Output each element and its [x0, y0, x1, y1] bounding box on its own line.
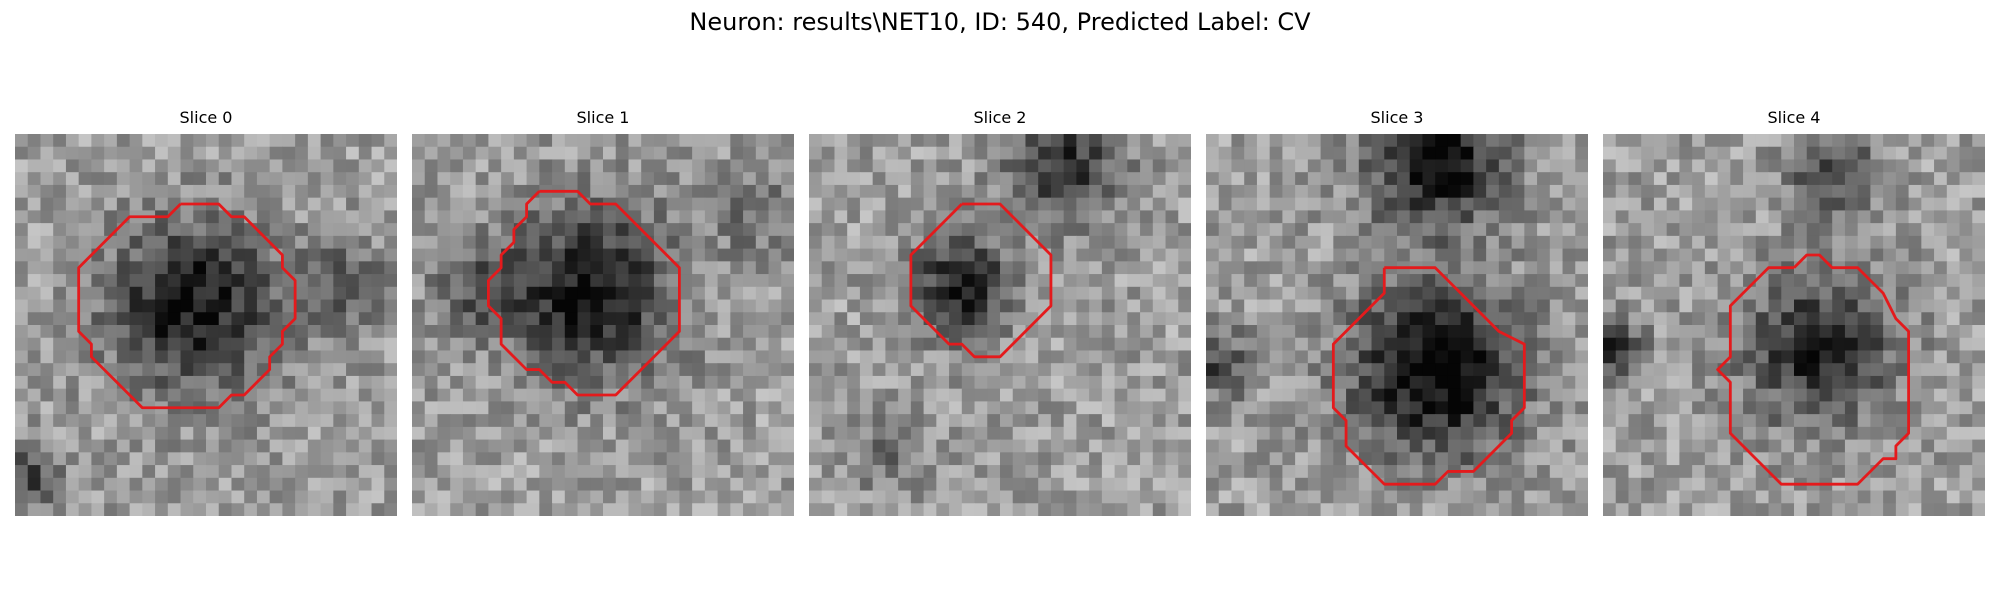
- slice-panel-4: Slice 4: [1603, 108, 1985, 516]
- slice-pixels: [412, 134, 794, 516]
- slice-title-1: Slice 1: [576, 108, 630, 127]
- slice-title-3: Slice 3: [1370, 108, 1424, 127]
- slice-pixels: [1206, 134, 1588, 516]
- contour-outline: [1716, 253, 1911, 486]
- figure-title: Neuron: results\NET10, ID: 540, Predicte…: [689, 8, 1311, 36]
- slice-image-4: [1603, 134, 1985, 516]
- slice-panel-1: Slice 1: [412, 108, 794, 516]
- contour-outline: [486, 189, 681, 397]
- contour-outline: [1331, 266, 1526, 486]
- slice-title-2: Slice 2: [973, 108, 1027, 127]
- slice-image-2: [809, 134, 1191, 516]
- contour-outline: [77, 202, 297, 410]
- slice-panel-0: Slice 0: [15, 108, 397, 516]
- slice-panel-3: Slice 3: [1206, 108, 1588, 516]
- slice-image-3: [1206, 134, 1588, 516]
- slice-pixels: [1603, 134, 1985, 516]
- slice-panel-2: Slice 2: [809, 108, 1191, 516]
- contour-outline: [909, 202, 1053, 359]
- slice-title-4: Slice 4: [1767, 108, 1821, 127]
- slice-image-0: [15, 134, 397, 516]
- slice-pixels: [809, 134, 1191, 516]
- slice-title-0: Slice 0: [179, 108, 233, 127]
- slice-pixels: [15, 134, 397, 516]
- slice-image-1: [412, 134, 794, 516]
